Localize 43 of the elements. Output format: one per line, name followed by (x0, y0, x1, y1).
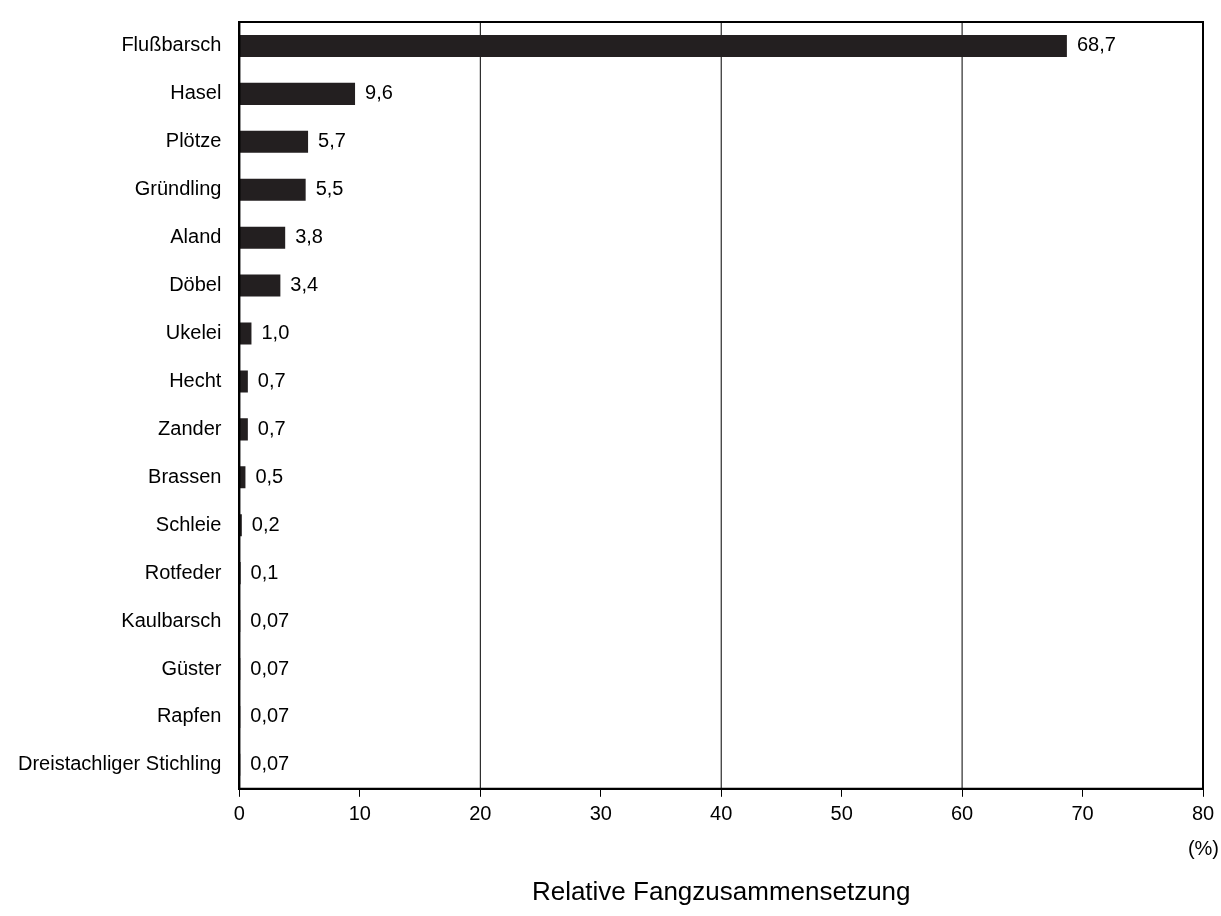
data-label: 0,07 (250, 752, 290, 775)
y-tick-label: Ukelei (165, 321, 222, 344)
y-tick-label: Döbel (169, 273, 222, 296)
data-label: 1,0 (261, 321, 290, 344)
data-label: 0,7 (257, 368, 286, 391)
y-tick-label: Plötze (165, 129, 222, 152)
data-label: 0,07 (250, 704, 290, 727)
y-tick-label: Rapfen (156, 704, 222, 727)
text: (%) (1187, 836, 1219, 859)
y-tick-label: Aland (170, 225, 222, 248)
data-label: 0,07 (250, 608, 290, 631)
data-label: 9,6 (365, 81, 393, 104)
y-tick-label: Gründling (134, 177, 222, 200)
x-tick-label: 60 (950, 802, 974, 825)
x-tick-label: 40 (710, 802, 733, 825)
data-label: 68,7 (1076, 33, 1116, 56)
data-label: 3,4 (290, 273, 319, 296)
x-axis-title: Relative Fangzusammensetzung (531, 875, 911, 906)
y-tick-label: Schleie (155, 512, 222, 535)
data-label: 0,2 (251, 512, 280, 535)
y-tick-label: Güster (161, 656, 222, 679)
x-tick-label: 30 (589, 802, 612, 825)
y-tick-label: Rotfeder (144, 560, 222, 583)
data-label: 5,7 (318, 129, 346, 152)
data-label: 0,1 (250, 560, 279, 583)
data-label: 3,8 (295, 225, 323, 248)
data-label: 0,7 (257, 416, 286, 439)
y-tick-label: Hasel (170, 81, 222, 104)
x-tick-label: 80 (1191, 802, 1215, 825)
data-label: 0,5 (255, 464, 284, 487)
x-tick-label: 70 (1071, 802, 1094, 825)
y-tick-label: Hecht (169, 368, 222, 391)
x-tick-label: 10 (348, 802, 371, 825)
data-label: 0,07 (250, 656, 290, 679)
y-tick-label: Zander (158, 416, 222, 439)
y-tick-label: Brassen (148, 464, 222, 487)
x-tick-label: 0 (233, 802, 245, 825)
y-tick-label: Flußbarsch (121, 33, 222, 56)
y-tick-label: Kaulbarsch (121, 608, 222, 631)
data-label: 5,5 (315, 177, 344, 200)
x-tick-label: 50 (830, 802, 853, 825)
x-tick-label: 20 (469, 802, 492, 825)
y-tick-label: Dreistachliger Stichling (18, 752, 222, 775)
